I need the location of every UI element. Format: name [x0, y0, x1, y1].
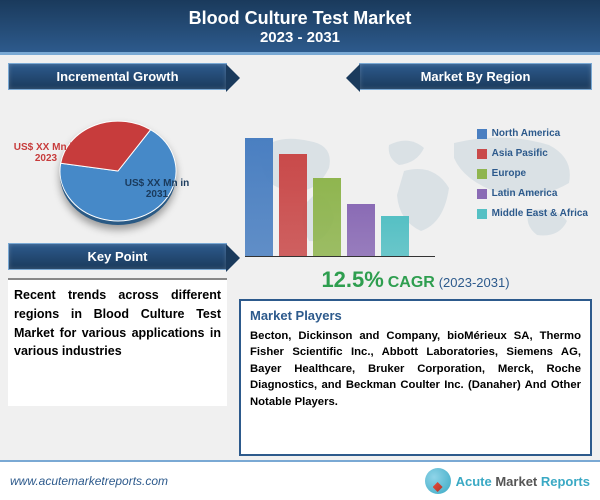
page-title: Blood Culture Test Market — [0, 8, 600, 29]
left-column: Incremental Growth US$ XX Mn in 2023 US$… — [0, 55, 235, 450]
legend-item: Asia Pasific — [477, 148, 588, 159]
legend-label: Middle East & Africa — [492, 208, 588, 219]
legend-label: Europe — [492, 168, 526, 179]
bar-chart — [245, 132, 435, 257]
region-chart: North America Asia Pasific Europe Latin Ame… — [239, 98, 592, 263]
legend-label: Latin America — [492, 188, 558, 199]
legend-item: Europe — [477, 168, 588, 179]
legend-item: Latin America — [477, 188, 588, 199]
right-column: Market By Region North America Asia Pasif… — [235, 55, 600, 450]
logo-text: Acute Market Reports — [456, 474, 590, 489]
cagr-period: (2023-2031) — [439, 275, 510, 290]
keypoint-banner: Key Point — [8, 243, 227, 270]
keypoint-body: Recent trends across different regions i… — [8, 278, 227, 406]
pie-chart: US$ XX Mn in 2023 US$ XX Mn in 2031 — [8, 98, 227, 243]
cagr-label: CAGR — [388, 274, 435, 291]
region-banner: Market By Region — [359, 63, 592, 90]
bar-europe — [313, 178, 341, 256]
players-body: Becton, Dickinson and Company, bioMérieu… — [250, 328, 581, 410]
legend-label: Asia Pasific — [492, 148, 548, 159]
players-title: Market Players — [250, 308, 581, 323]
legend-item: North America — [477, 128, 588, 139]
header: Blood Culture Test Market 2023 - 2031 — [0, 0, 600, 55]
bar-latin-america — [347, 204, 375, 256]
pie-svg — [53, 111, 183, 231]
legend-swatch — [477, 209, 487, 219]
bar-north-america — [245, 138, 273, 256]
footer-url[interactable]: www.acutemarketreports.com — [10, 474, 168, 488]
brand-logo: Acute Market Reports — [425, 468, 590, 494]
legend-item: Middle East & Africa — [477, 208, 588, 219]
legend-swatch — [477, 169, 487, 179]
legend-swatch — [477, 129, 487, 139]
page-period: 2023 - 2031 — [0, 29, 600, 46]
cagr-line: 12.5% CAGR (2023-2031) — [239, 267, 592, 293]
region-legend: North America Asia Pasific Europe Latin Ame… — [477, 128, 588, 228]
players-box: Market Players Becton, Dickinson and Com… — [239, 299, 592, 456]
legend-swatch — [477, 149, 487, 159]
cagr-value: 12.5% — [321, 267, 383, 292]
content: Incremental Growth US$ XX Mn in 2023 US$… — [0, 55, 600, 450]
growth-banner: Incremental Growth — [8, 63, 227, 90]
bar-asia-pasific — [279, 154, 307, 256]
logo-icon — [425, 468, 451, 494]
legend-swatch — [477, 189, 487, 199]
pie-label-2023: US$ XX Mn in 2023 — [10, 142, 82, 164]
pie-label-2031: US$ XX Mn in 2031 — [116, 178, 198, 200]
bar-middle-east-africa — [381, 216, 409, 256]
footer: www.acutemarketreports.com Acute Market … — [0, 460, 600, 500]
legend-label: North America — [492, 128, 561, 139]
